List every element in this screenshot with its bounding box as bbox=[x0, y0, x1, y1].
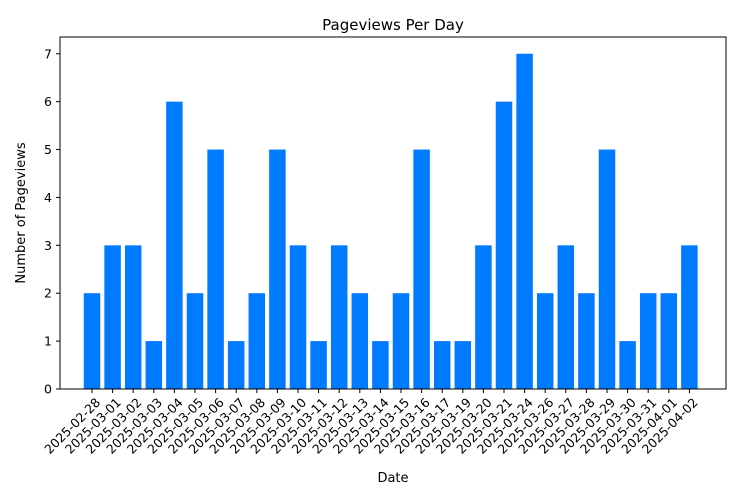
bar-2025-04-01 bbox=[660, 293, 678, 389]
bar-2025-03-26 bbox=[536, 293, 554, 389]
x-axis-label: Date bbox=[377, 471, 408, 486]
bar-2025-03-15 bbox=[392, 293, 410, 389]
bar-2025-03-09 bbox=[269, 149, 286, 389]
bar-2025-03-16 bbox=[413, 149, 430, 389]
bar-2025-03-27 bbox=[557, 245, 575, 389]
bar-2025-03-03 bbox=[145, 341, 163, 389]
bar-2025-03-01 bbox=[104, 245, 121, 389]
bar-2025-03-30 bbox=[619, 341, 636, 389]
bar-2025-03-24 bbox=[516, 53, 533, 389]
bar-2025-03-28 bbox=[578, 293, 595, 389]
bar-2025-03-21 bbox=[495, 101, 513, 390]
bar-2025-03-20 bbox=[475, 245, 492, 389]
bar-2025-03-04 bbox=[166, 101, 183, 390]
bar-2025-02-28 bbox=[83, 293, 101, 389]
bar-2025-03-10 bbox=[289, 245, 307, 389]
chart-title: Pageviews Per Day bbox=[322, 16, 464, 34]
bar-2025-03-08 bbox=[248, 293, 266, 389]
y-tick-label: 6 bbox=[44, 94, 52, 109]
bar-2025-03-11 bbox=[310, 341, 327, 389]
y-tick-label: 7 bbox=[44, 46, 52, 61]
bar-2025-03-13 bbox=[351, 293, 369, 389]
plot-frame bbox=[59, 36, 727, 390]
bar-2025-03-07 bbox=[227, 341, 245, 389]
bar-2025-03-05 bbox=[186, 293, 204, 389]
bar-2025-03-06 bbox=[207, 149, 224, 389]
y-tick-label: 5 bbox=[44, 142, 52, 157]
bar-2025-03-31 bbox=[639, 293, 657, 389]
y-tick-label: 0 bbox=[44, 382, 52, 397]
bar-2025-03-17 bbox=[433, 341, 451, 389]
bar-2025-03-12 bbox=[330, 245, 348, 389]
y-tick-label: 2 bbox=[44, 286, 52, 301]
bar-2025-03-14 bbox=[372, 341, 389, 389]
y-axis-label: Number of Pageviews bbox=[14, 142, 29, 283]
bar-2025-03-29 bbox=[598, 149, 616, 389]
x-axis: 2025-02-282025-03-012025-03-022025-03-03… bbox=[41, 389, 701, 457]
bar-2025-03-19 bbox=[454, 341, 472, 389]
bar-2025-04-02 bbox=[681, 245, 698, 389]
y-axis: 0 1 2 3 4 5 6 7 bbox=[44, 46, 60, 397]
y-tick-label: 3 bbox=[44, 238, 52, 253]
y-tick-label: 4 bbox=[44, 190, 52, 205]
bar-2025-03-02 bbox=[124, 245, 142, 389]
bars-group bbox=[83, 53, 698, 390]
y-tick-label: 1 bbox=[44, 334, 52, 349]
